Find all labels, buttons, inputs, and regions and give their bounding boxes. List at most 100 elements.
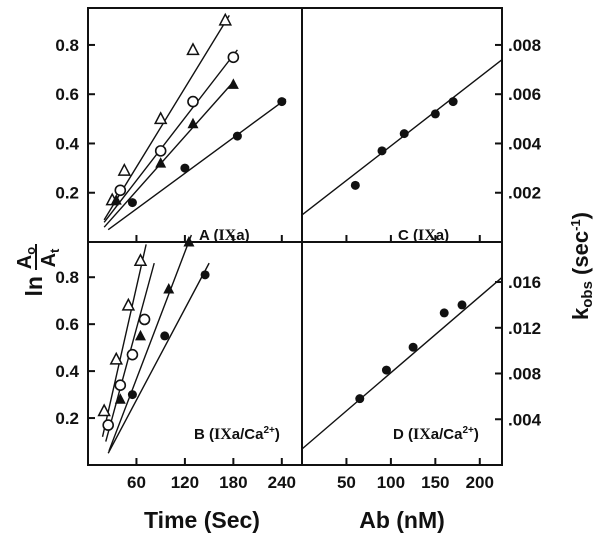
panel-b-series-filled-triangle (108, 234, 195, 452)
y-axis-title-right-text: kobs (sec-1) (568, 212, 596, 320)
panel-a-fit-line (103, 15, 230, 221)
panel-a-point-filled-triangle (227, 78, 239, 89)
panel-a-point-open-triangle (186, 42, 200, 56)
y-axis-title-left: ln Ao At (14, 244, 62, 296)
panel-c-point-filled-circle (377, 146, 387, 156)
panel-a-point-filled-triangle (187, 117, 199, 129)
panel-d-xtick-label: 100 (377, 473, 405, 492)
panel-a-fit-line (107, 98, 287, 231)
panel-b-fit-line (101, 244, 147, 437)
panel-c-series-filled-circle (301, 59, 503, 216)
panel-c-point-filled-circle (350, 180, 360, 190)
panel-b-xtick-label: 180 (219, 473, 247, 492)
panel-b-point-filled-triangle (163, 282, 175, 294)
panel-b-point-open-circle (102, 419, 114, 431)
panel-label-a: A (IXa) (199, 227, 250, 244)
panel-a-series-filled-triangle (103, 78, 239, 228)
panel-b: 60 120 180 240 0.2 0.4 0.6 0.8 (55, 234, 303, 492)
panel-a-ytick-label: 0.8 (55, 36, 79, 55)
panel-a-fit-line (103, 81, 234, 228)
panel-d-xtick-label: 50 (337, 473, 356, 492)
panel-c-ytick-label: .002 (508, 184, 541, 203)
panel-d-point-filled-circle (408, 342, 418, 352)
y-axis-title-left-denominator: At (38, 248, 62, 267)
panel-a-series-open-triangle (103, 12, 233, 221)
panel-a-fit-line (103, 49, 238, 223)
panel-d: 50 100 150 200 .004 .008 .012 .016 (301, 241, 542, 492)
panel-d-frame (301, 241, 503, 466)
panel-b-fit-line (107, 262, 210, 454)
panel-a: 0.2 0.4 0.6 0.8 (55, 7, 303, 243)
panel-b-ytick-label: 0.2 (55, 409, 79, 428)
panel-a-point-filled-circle (277, 97, 287, 107)
panel-b-point-open-triangle (109, 351, 124, 365)
panel-label-d: D (IXa/Ca2+) (393, 425, 479, 443)
panel-a-point-filled-circle (180, 163, 190, 173)
panel-d-ytick-label: .008 (508, 365, 541, 384)
y-axis-title-left-numerator: Ao (14, 247, 38, 269)
panel-d-ytick-label: .004 (508, 410, 542, 429)
panel-b-point-filled-circle (200, 270, 210, 280)
panel-a-ytick-label: 0.6 (55, 85, 79, 104)
panel-c-ytick-label: .006 (508, 85, 541, 104)
panel-d-ytick-label: .016 (508, 273, 541, 292)
x-axis-title-right: Ab (nM) (359, 507, 445, 533)
panel-b-point-filled-triangle (134, 329, 146, 341)
panel-b-point-open-triangle (133, 253, 148, 267)
panel-b-series-open-triangle (97, 244, 148, 437)
panel-d-ytick-label: .012 (508, 319, 541, 338)
panel-c-point-filled-circle (399, 129, 409, 139)
panel-d-point-filled-circle (355, 394, 365, 404)
panel-a-point-open-circle (227, 51, 240, 64)
panel-c-ytick-label: .004 (508, 134, 542, 153)
panel-c-ytick-label: .008 (508, 36, 541, 55)
panel-b-point-filled-circle (160, 331, 170, 341)
panel-a-point-filled-circle (232, 131, 242, 141)
y-axis-title-right: kobs (sec-1) (568, 212, 596, 320)
panel-a-series-open-circle (103, 49, 240, 223)
panel-b-ytick-label: 0.8 (55, 268, 79, 287)
panel-b-point-open-circle (114, 379, 127, 391)
panel-b-point-open-triangle (97, 403, 111, 417)
panel-d-series-filled-circle (301, 276, 503, 450)
panel-d-fit-line (301, 276, 503, 450)
panel-b-ytick-label: 0.4 (55, 362, 79, 381)
panel-b-point-open-circle (126, 348, 139, 361)
panel-b-fit-line (108, 234, 193, 452)
panel-b-point-filled-circle (127, 390, 137, 400)
panel-b-series-filled-circle (107, 262, 210, 454)
panel-c-point-filled-circle (448, 97, 458, 107)
panel-b-ytick-label: 0.6 (55, 315, 79, 334)
y-axis-title-left-prefix: ln (21, 276, 47, 296)
panel-b-point-filled-triangle (114, 393, 126, 404)
panel-a-ytick-label: 0.2 (55, 184, 79, 203)
panel-a-point-open-triangle (153, 111, 168, 125)
panel-a-point-open-circle (187, 95, 199, 108)
panel-a-point-filled-triangle (110, 194, 122, 205)
panel-b-point-open-circle (138, 313, 151, 326)
panel-d-point-filled-circle (381, 365, 391, 375)
panels: 0.2 0.4 0.6 0.8 60 120 180 240 0.2 0.4 0.6 0.8 .002.… (55, 7, 542, 492)
panel-a-point-open-circle (154, 145, 167, 157)
panel-a-series-filled-circle (107, 97, 287, 231)
panel-label-c: C (IXa) (398, 227, 449, 244)
panel-d-xtick-label: 200 (466, 473, 494, 492)
panel-d-point-filled-circle (439, 308, 449, 318)
panel-a-point-open-triangle (117, 162, 132, 176)
panel-b-xtick-label: 240 (268, 473, 296, 492)
panel-b-xtick-label: 60 (127, 473, 146, 492)
panel-a-ytick-label: 0.4 (55, 134, 79, 153)
panel-b-xtick-label: 120 (171, 473, 199, 492)
panel-label-b: B (IXa/Ca2+) (194, 425, 280, 443)
panel-a-point-open-circle (114, 184, 127, 197)
panel-b-point-open-triangle (121, 297, 136, 311)
x-axis-title-left: Time (Sec) (144, 507, 260, 533)
panel-b-point-filled-triangle (183, 236, 195, 247)
panel-d-xtick-label: 150 (421, 473, 449, 492)
panel-d-point-filled-circle (457, 300, 467, 310)
panel-a-point-filled-circle (127, 198, 137, 208)
panel-a-point-open-triangle (218, 12, 233, 26)
panel-b-series-open-circle (102, 262, 155, 442)
